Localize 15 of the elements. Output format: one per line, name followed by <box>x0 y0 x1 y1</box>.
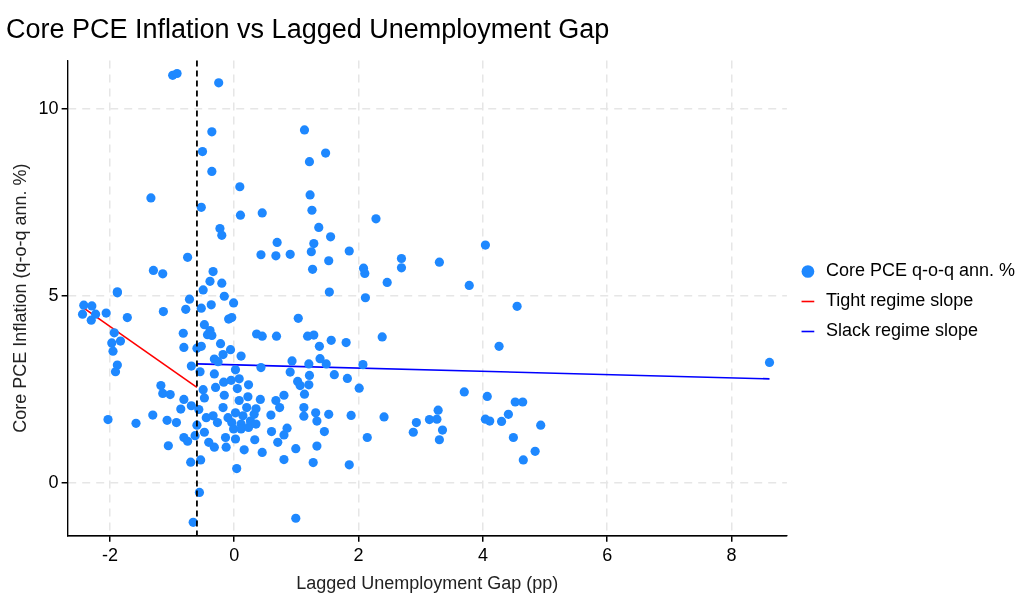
legend-label: Core PCE q-o-q ann. % <box>825 260 1016 281</box>
y-tick-label: 0 <box>48 471 59 492</box>
legend-label: Tight regime slope <box>825 290 974 311</box>
x-axis-title: Lagged Unemployment Gap (pp) <box>296 573 559 594</box>
chart-title: Core PCE Inflation vs Lagged Unemployment Gap <box>6 13 610 44</box>
y-axis-title: Core PCE Inflation (q-o-q ann. %) <box>9 163 30 433</box>
legend-label: Slack regime slope <box>825 320 978 341</box>
x-tick-label: -2 <box>101 544 118 565</box>
y-tick-label: 10 <box>38 97 59 118</box>
x-tick-label: 0 <box>229 544 240 565</box>
x-tick-label: 2 <box>353 544 364 565</box>
x-tick-label: 4 <box>477 544 488 565</box>
y-tick-label: 5 <box>48 284 59 305</box>
x-tick-label: 6 <box>602 544 613 565</box>
x-tick-label: 8 <box>726 544 737 565</box>
